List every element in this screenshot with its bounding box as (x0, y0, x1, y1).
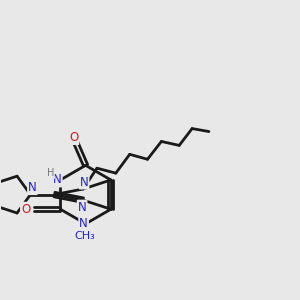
Text: N: N (80, 176, 88, 189)
Text: N: N (79, 217, 88, 230)
Text: N: N (53, 173, 62, 187)
Text: H: H (47, 168, 54, 178)
Text: O: O (21, 203, 30, 216)
Text: N: N (78, 201, 86, 214)
Text: O: O (69, 131, 78, 144)
Text: CH₃: CH₃ (74, 231, 95, 241)
Text: N: N (28, 181, 37, 194)
